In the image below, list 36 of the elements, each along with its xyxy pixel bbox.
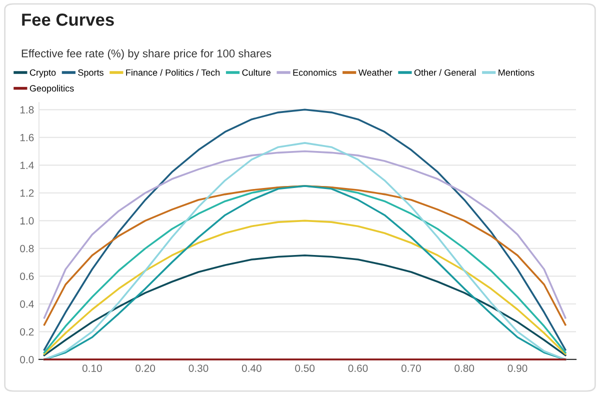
y-tick-label: 0.6 xyxy=(20,272,34,280)
chart-title: Fee Curves xyxy=(22,14,114,26)
line-series xyxy=(43,254,566,356)
y-tick-label: 0.2 xyxy=(20,328,34,336)
legend-label: Mentions xyxy=(498,69,534,76)
x-tick-label: 0.60 xyxy=(348,364,368,372)
legend-label: Geopolitics xyxy=(30,84,74,94)
line-series xyxy=(43,150,566,319)
x-tick-label: 0.40 xyxy=(242,364,262,372)
y-tick-label: 0.4 xyxy=(20,300,34,308)
x-tick-label: 0.70 xyxy=(401,364,421,372)
line-series xyxy=(43,220,566,355)
chart-subtitle: Effective fee rate (%) by share price for 100 shares xyxy=(22,49,272,60)
line-series xyxy=(43,142,566,360)
x-tick-label: 0.30 xyxy=(188,364,208,372)
y-tick-label: 1.8 xyxy=(20,106,34,114)
x-tick-label: 0.20 xyxy=(136,364,156,372)
x-tick-label: 0.90 xyxy=(508,364,528,372)
y-tick-label: 1.2 xyxy=(20,189,34,197)
line-series xyxy=(43,185,566,326)
y-tick-label: 0.8 xyxy=(20,244,34,252)
x-tick-label: 0.80 xyxy=(454,364,474,372)
y-tick-label: 1.4 xyxy=(20,162,34,169)
y-tick-label: 0.0 xyxy=(20,356,34,364)
y-tick-label: 1.6 xyxy=(20,134,34,142)
x-tick-label: 0.50 xyxy=(295,364,315,372)
x-tick-label: 0.10 xyxy=(82,364,102,372)
legend-label: Economics xyxy=(293,69,336,76)
y-tick-label: 1.0 xyxy=(20,217,34,225)
legend-label: Weather xyxy=(358,69,392,76)
legend-label: Other / General xyxy=(414,69,476,76)
legend-label: Culture xyxy=(242,69,270,76)
legend-label: Finance / Politics / Tech xyxy=(126,69,220,76)
legend-label: Sports xyxy=(78,69,104,78)
line-series xyxy=(43,108,566,351)
legend-label: Crypto xyxy=(30,69,56,78)
